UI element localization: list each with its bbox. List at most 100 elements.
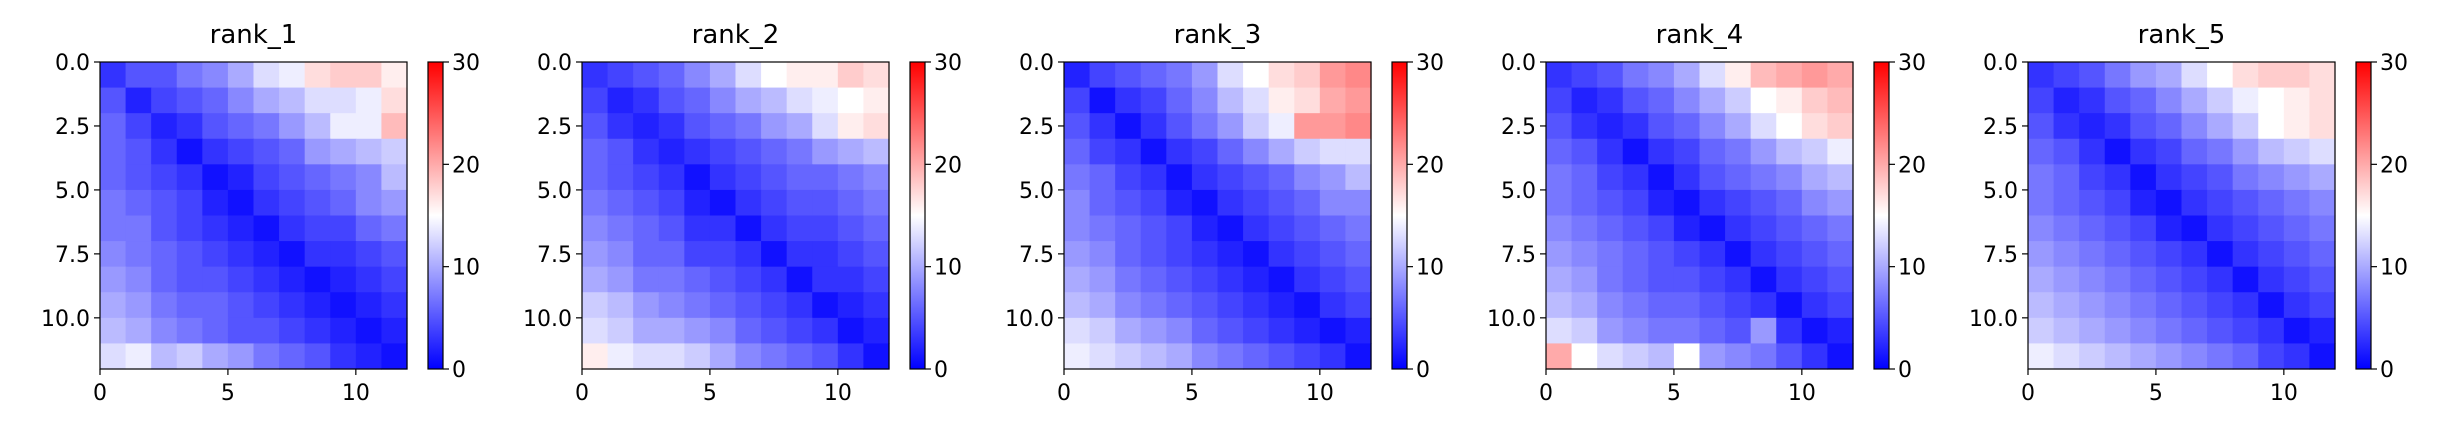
heatmap-cell (2258, 164, 2285, 191)
colorbar (2355, 61, 2372, 370)
heatmap-cell (2181, 215, 2208, 242)
heatmap-cell (837, 266, 865, 293)
heatmap-cell (1319, 62, 1347, 89)
heatmap-cell (1776, 241, 1803, 268)
heatmap-cell (1217, 266, 1244, 293)
heatmap-cell (304, 62, 331, 89)
heatmap-cell (2079, 62, 2106, 89)
heatmap-cell (2207, 189, 2234, 217)
heatmap-cell (735, 215, 762, 242)
heatmap-cell (1827, 189, 1854, 217)
heatmap-cell (125, 62, 152, 89)
heatmap-cell (330, 343, 357, 370)
y-tick-label: 5.0 (1501, 179, 1536, 204)
heatmap-cell (1319, 138, 1347, 165)
heatmap-cell (1294, 164, 1321, 191)
heatmap-cell (1725, 113, 1752, 140)
heatmap-cell (1319, 113, 1347, 140)
heatmap-cell (1750, 189, 1777, 217)
heatmap-cell (1345, 87, 1372, 114)
heatmap-cell (2028, 87, 2055, 114)
axes-frame (1063, 61, 1372, 370)
heatmap-cell (2155, 292, 2183, 319)
heatmap-cell (202, 189, 229, 217)
heatmap-cell (1725, 164, 1752, 191)
heatmap-cell (2028, 62, 2055, 89)
colorbar-tick-label: 0 (452, 358, 466, 383)
heatmap-cell (1064, 292, 1091, 319)
colorbar-tick-label: 30 (934, 51, 962, 76)
heatmap-cell (2079, 266, 2106, 293)
heatmap-cell (1699, 62, 1726, 89)
heatmap-cell (633, 164, 660, 191)
heatmap-cell (1597, 87, 1624, 114)
heatmap-cell (2283, 266, 2311, 293)
heatmap-cell (2309, 138, 2336, 165)
heatmap-cell (761, 189, 788, 217)
heatmap-cell (381, 317, 408, 345)
heatmap-cell (1622, 138, 1649, 165)
heatmap-cell (1776, 164, 1803, 191)
heatmap-cell (1801, 241, 1829, 268)
heatmap-cell (1268, 138, 1295, 165)
heatmap-cell (1345, 241, 1372, 268)
heatmap-cell (381, 62, 408, 89)
heatmap-cell (1166, 215, 1193, 242)
colorbar-tick-label: 20 (2380, 153, 2408, 178)
heatmap-cell (355, 266, 383, 293)
heatmap-cell (812, 87, 839, 114)
heatmap-cell (812, 138, 839, 165)
heatmap-cell (1217, 215, 1244, 242)
heatmap-cell (2028, 241, 2055, 268)
heatmap-cell (176, 292, 203, 319)
heatmap-cell (1268, 266, 1295, 293)
heatmap-cell (2053, 292, 2080, 319)
heatmap-cell (1217, 343, 1244, 370)
heatmap-cell (1140, 317, 1167, 345)
heatmap-cell (786, 87, 813, 114)
heatmap-cell (1140, 113, 1167, 140)
heatmap-cell (1268, 62, 1295, 89)
heatmap-cell (2053, 215, 2080, 242)
heatmap-cell (2309, 87, 2336, 114)
heatmap-cell (761, 138, 788, 165)
heatmap-cell (125, 113, 152, 140)
heatmap-cell (1140, 138, 1167, 165)
heatmap-cell (1648, 292, 1675, 319)
heatmap-cell (1750, 266, 1777, 293)
heatmap-cell (2053, 113, 2080, 140)
colorbar-tick-label: 20 (1898, 153, 1926, 178)
heatmap-cell (1345, 189, 1372, 217)
heatmap-cell (786, 241, 813, 268)
heatmap-cell (786, 164, 813, 191)
heatmap-cell (1725, 343, 1752, 370)
heatmap-cell (125, 317, 152, 345)
heatmap-cell (202, 292, 229, 319)
heatmap-cell (709, 343, 737, 370)
heatmap-cell (582, 343, 609, 370)
chart-title: rank_3 (1174, 20, 1262, 50)
heatmap-cell (279, 317, 306, 345)
heatmap-cell (2079, 164, 2106, 191)
heatmap-cell (1571, 266, 1598, 293)
heatmap-cell (1140, 343, 1167, 370)
heatmap-cell (633, 113, 660, 140)
heatmap-cell (304, 317, 331, 345)
heatmap-cell (1827, 113, 1854, 140)
heatmap-cell (1776, 62, 1803, 89)
heatmap-cells (1064, 62, 1372, 370)
heatmap-cell (202, 87, 229, 114)
heatmap-cell (658, 138, 685, 165)
heatmap-cell (1345, 343, 1372, 370)
heatmap-cell (761, 164, 788, 191)
heatmap-cell (355, 215, 383, 242)
heatmap-cell (2309, 189, 2336, 217)
heatmap-cell (2104, 266, 2131, 293)
x-tick-label: 0 (2021, 381, 2035, 406)
heatmap-cell (633, 62, 660, 89)
heatmap-cell (1268, 113, 1295, 140)
heatmap-cell (227, 138, 255, 165)
heatmap-cell (582, 189, 609, 217)
heatmap-cell (2309, 343, 2336, 370)
axes-frame (581, 61, 890, 370)
